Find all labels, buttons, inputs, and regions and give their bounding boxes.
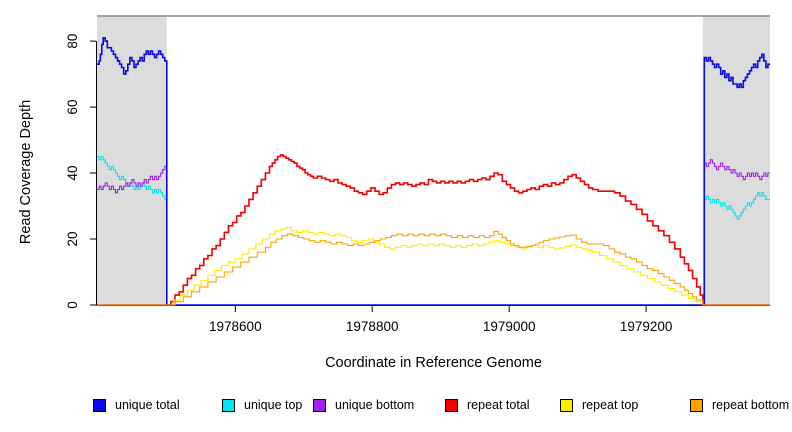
- legend-item: repeat bottom: [690, 397, 789, 413]
- series-repeat-total: [97, 154, 770, 306]
- y-tick-label: 20: [65, 232, 80, 247]
- chart-legend: unique total unique top unique bottom repea…: [0, 397, 792, 419]
- x-axis-title: Coordinate in Reference Genome: [325, 355, 542, 371]
- legend-label: unique bottom: [335, 398, 415, 412]
- shaded-region: [97, 16, 167, 305]
- series-unique-total: [97, 37, 770, 306]
- series-repeat-bottom: [97, 230, 770, 306]
- legend-label: unique total: [115, 398, 180, 412]
- x-tick-label: 1979000: [483, 319, 536, 334]
- legend-item: repeat total: [445, 397, 530, 413]
- y-axis-title: Read Coverage Depth: [18, 99, 34, 245]
- y-tick-label: 40: [65, 166, 80, 181]
- legend-swatch-icon: [93, 398, 106, 412]
- legend-swatch-icon: [222, 398, 235, 412]
- legend-item: unique top: [222, 397, 302, 413]
- y-tick-label: 0: [65, 301, 80, 309]
- x-tick-label: 1979200: [620, 319, 673, 334]
- y-tick-label: 60: [65, 100, 80, 115]
- x-tick-label: 1978600: [209, 319, 262, 334]
- y-tick-label: 80: [65, 34, 80, 49]
- legend-item: repeat top: [560, 397, 638, 413]
- legend-label: repeat bottom: [712, 398, 790, 412]
- legend-swatch-icon: [690, 398, 703, 412]
- legend-item: unique total: [93, 397, 180, 413]
- legend-item: unique bottom: [313, 397, 414, 413]
- legend-label: repeat top: [582, 398, 639, 412]
- legend-label: repeat total: [467, 398, 530, 412]
- legend-swatch-icon: [445, 398, 458, 412]
- legend-swatch-icon: [560, 398, 573, 412]
- series-unique-top: [97, 155, 770, 306]
- x-tick-label: 1978800: [346, 319, 399, 334]
- legend-swatch-icon: [313, 398, 326, 412]
- legend-label: unique top: [244, 398, 303, 412]
- series-repeat-top: [97, 226, 770, 306]
